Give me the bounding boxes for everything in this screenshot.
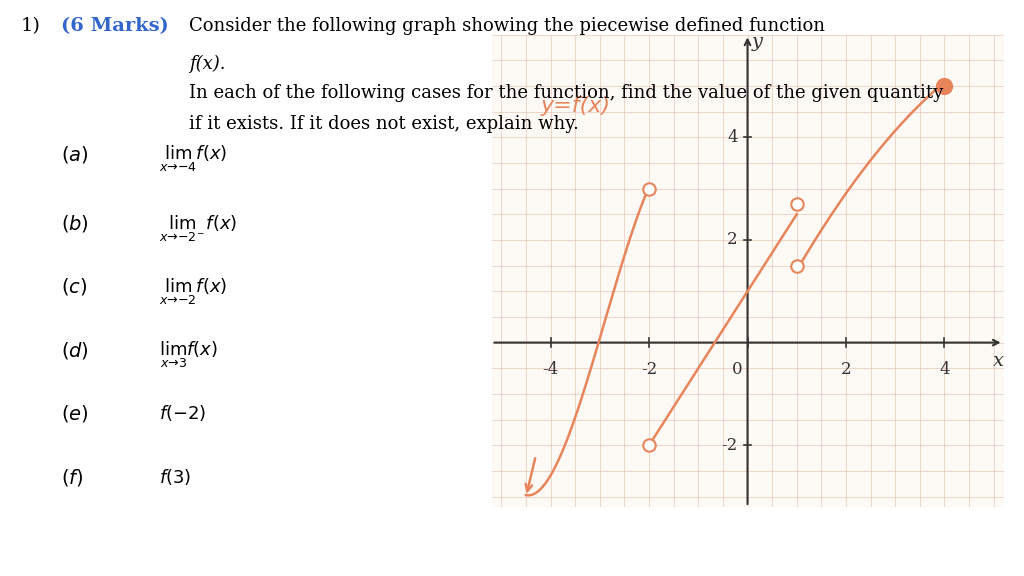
- Text: x: x: [993, 351, 1005, 370]
- Text: 1): 1): [20, 17, 40, 35]
- Point: [788, 261, 805, 270]
- Text: (6 Marks): (6 Marks): [61, 17, 169, 35]
- Text: 4: 4: [727, 129, 737, 146]
- Text: 0: 0: [732, 361, 743, 377]
- Text: $f(-2)$: $f(-2)$: [159, 403, 206, 423]
- Text: $(c)$: $(c)$: [61, 276, 88, 297]
- Text: -2: -2: [641, 361, 657, 377]
- Text: -4: -4: [543, 361, 559, 377]
- Text: Consider the following graph showing the piecewise defined function: Consider the following graph showing the…: [189, 17, 825, 35]
- Point: [641, 441, 657, 450]
- Text: $(b)$: $(b)$: [61, 213, 89, 234]
- Text: $\lim_{x \to -2} f(x)$: $\lim_{x \to -2} f(x)$: [159, 276, 227, 307]
- Text: f(x).: f(x).: [189, 55, 226, 73]
- Point: [936, 81, 952, 90]
- Text: $\lim_{x \to -4} f(x)$: $\lim_{x \to -4} f(x)$: [159, 144, 227, 175]
- Text: In each of the following cases for the function, find the value of the given qua: In each of the following cases for the f…: [189, 84, 944, 101]
- Text: $(e)$: $(e)$: [61, 403, 89, 424]
- Text: $\lim_{x \to 3} f(x)$: $\lim_{x \to 3} f(x)$: [159, 340, 218, 370]
- Text: y: y: [752, 33, 763, 51]
- Text: $(a)$: $(a)$: [61, 144, 89, 165]
- Text: $(f)$: $(f)$: [61, 467, 84, 487]
- Text: y=f(x): y=f(x): [541, 96, 610, 116]
- Point: [641, 184, 657, 193]
- Text: -2: -2: [722, 437, 737, 454]
- Point: [788, 199, 805, 209]
- Text: 4: 4: [939, 361, 949, 377]
- Text: $(d)$: $(d)$: [61, 340, 89, 361]
- Text: $f(3)$: $f(3)$: [159, 467, 191, 487]
- Text: 2: 2: [727, 232, 737, 248]
- Text: 2: 2: [841, 361, 851, 377]
- Text: if it exists. If it does not exist, explain why.: if it exists. If it does not exist, expl…: [189, 115, 580, 133]
- Text: $\lim_{x \to -2^-} f(x)$: $\lim_{x \to -2^-} f(x)$: [159, 213, 237, 244]
